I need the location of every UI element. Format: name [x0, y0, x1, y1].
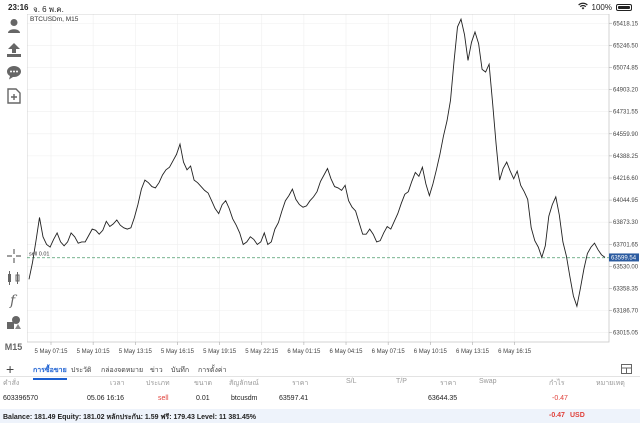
- x-tick-label: 5 May 16:15: [161, 349, 195, 355]
- trade-icon[interactable]: [4, 40, 23, 59]
- header-comment: หมายเหตุ: [596, 380, 625, 387]
- row-order: 603396570: [3, 395, 39, 402]
- row-volume: 0.01: [196, 395, 210, 402]
- price-axis: 65418.15 65246.50 65074.85 64903.20 64731.55…: [609, 21, 639, 337]
- y-tick-label: 64216.60: [613, 176, 639, 182]
- battery-icon: [616, 3, 632, 11]
- svg-text:f: f: [9, 293, 18, 308]
- row-profit: -0.47: [552, 395, 568, 402]
- balance-summary: Balance: 181.49 Equity: 181.02 หลักประกั…: [3, 414, 256, 421]
- tab-history[interactable]: ประวัติ: [71, 367, 92, 374]
- header-price: ราคา: [292, 380, 309, 387]
- x-tick-label: 5 May 07:15: [34, 349, 68, 355]
- time-axis: 5 May 07:15 5 May 10:15 5 May 13:15 5 May 1…: [34, 342, 532, 355]
- status-time: 23:16: [8, 3, 29, 12]
- balance-currency: USD: [570, 412, 585, 419]
- account-icon[interactable]: [4, 16, 23, 35]
- current-price-tag: 63599.54: [609, 253, 639, 262]
- header-time: เวลา: [110, 380, 125, 387]
- order-label: sell 0.01: [29, 252, 50, 258]
- timeframe-button[interactable]: M15: [4, 341, 23, 352]
- y-tick-label: 65246.50: [613, 43, 639, 49]
- order-line[interactable]: sell 0.01: [27, 252, 609, 259]
- layout-icon[interactable]: [621, 364, 632, 376]
- header-sl: S/L: [346, 378, 357, 385]
- indicators-icon[interactable]: [4, 268, 23, 287]
- battery-percent: 100%: [591, 2, 612, 12]
- y-tick-label: 64731.55: [613, 110, 639, 116]
- header-profit: กำไร: [549, 380, 565, 387]
- header-tp: T/P: [396, 378, 407, 385]
- y-tick-label: 63015.05: [613, 331, 639, 337]
- y-tick-label: 63530.00: [613, 264, 639, 270]
- header-type: ประเภท: [146, 380, 170, 387]
- objects-icon[interactable]: [4, 313, 23, 332]
- price-line: [28, 17, 606, 309]
- balance-bar: Balance: 181.49 Equity: 181.02 หลักประกั…: [0, 409, 640, 423]
- x-tick-label: 5 May 19:15: [203, 349, 237, 355]
- header-current-price: ราคา: [440, 380, 457, 387]
- crosshair-icon[interactable]: [4, 246, 23, 265]
- x-tick-label: 5 May 10:15: [77, 349, 111, 355]
- row-current-price: 63644.35: [428, 395, 458, 402]
- status-bar: 23:16 จ. 6 พ.ค. 100%: [0, 0, 640, 14]
- y-tick-label: 63701.65: [613, 242, 639, 248]
- y-tick-label: 64559.90: [613, 132, 639, 138]
- x-tick-label: 6 May 13:15: [456, 349, 490, 355]
- tab-news[interactable]: ข่าว: [150, 367, 163, 374]
- x-tick-label: 6 May 10:15: [414, 349, 448, 355]
- row-symbol: btcusdm: [231, 395, 258, 402]
- x-tick-label: 6 May 16:15: [498, 349, 532, 355]
- y-tick-label: 63873.30: [613, 220, 639, 226]
- y-tick-label: 63186.70: [613, 309, 639, 315]
- tab-trade[interactable]: การซื้อขาย: [33, 367, 67, 380]
- status-date: จ. 6 พ.ค.: [33, 5, 64, 14]
- y-tick-label: 65418.15: [613, 21, 639, 27]
- x-tick-label: 5 May 22:15: [245, 349, 279, 355]
- x-tick-label: 6 May 04:15: [330, 349, 364, 355]
- terminal-tabs: + การซื้อขาย ประวัติ กล่องจดหมาย ข่าว บั…: [0, 361, 640, 380]
- plus-icon[interactable]: +: [6, 361, 15, 377]
- chat-icon[interactable]: [4, 63, 23, 82]
- chart-grid: [27, 14, 609, 342]
- y-tick-label: 64903.20: [613, 88, 639, 94]
- tab-settings[interactable]: การตั้งค่า: [198, 367, 227, 374]
- row-time: 05.06 16:16: [87, 395, 124, 402]
- x-tick-label: 5 May 13:15: [119, 349, 153, 355]
- function-icon[interactable]: f: [4, 290, 23, 309]
- y-tick-label: 63358.35: [613, 287, 639, 293]
- price-tag-bg: [609, 253, 639, 262]
- wifi-icon: [577, 2, 588, 12]
- header-symbol: สัญลักษณ์: [229, 380, 259, 387]
- tab-journal[interactable]: บันทึก: [171, 367, 190, 374]
- add-chart-icon[interactable]: [4, 86, 23, 105]
- header-swap: Swap: [479, 378, 497, 385]
- header-volume: ขนาด: [194, 380, 213, 387]
- left-toolbar: f M15: [0, 12, 27, 357]
- price-tag-label: 63599.54: [611, 256, 637, 262]
- price-chart[interactable]: BTCUSDm, M15 sell 0.01 65418.15 65246.50 6…: [26, 13, 640, 359]
- orders-table-header: คำสั่ง เวลา ประเภท ขนาด สัญลักษณ์ ราคา S…: [0, 378, 640, 390]
- x-tick-label: 6 May 01:15: [287, 349, 321, 355]
- tab-mailbox[interactable]: กล่องจดหมาย: [101, 367, 144, 374]
- x-tick-label: 6 May 07:15: [372, 349, 406, 355]
- y-tick-label: 65074.85: [613, 65, 639, 71]
- y-tick-label: 64388.25: [613, 154, 639, 160]
- status-right: 100%: [577, 2, 632, 12]
- header-order: คำสั่ง: [3, 380, 20, 387]
- chart-symbol-label: BTCUSDm, M15: [30, 16, 79, 23]
- row-price: 63597.41: [279, 395, 309, 402]
- table-row[interactable]: 603396570 05.06 16:16 sell 0.01 btcusdm …: [0, 395, 640, 409]
- y-tick-label: 64044.95: [613, 198, 639, 204]
- chart-canvas[interactable]: BTCUSDm, M15 sell 0.01 65418.1565246.506…: [26, 13, 640, 359]
- row-type: sell: [158, 395, 169, 402]
- balance-profit: -0.47: [549, 412, 565, 419]
